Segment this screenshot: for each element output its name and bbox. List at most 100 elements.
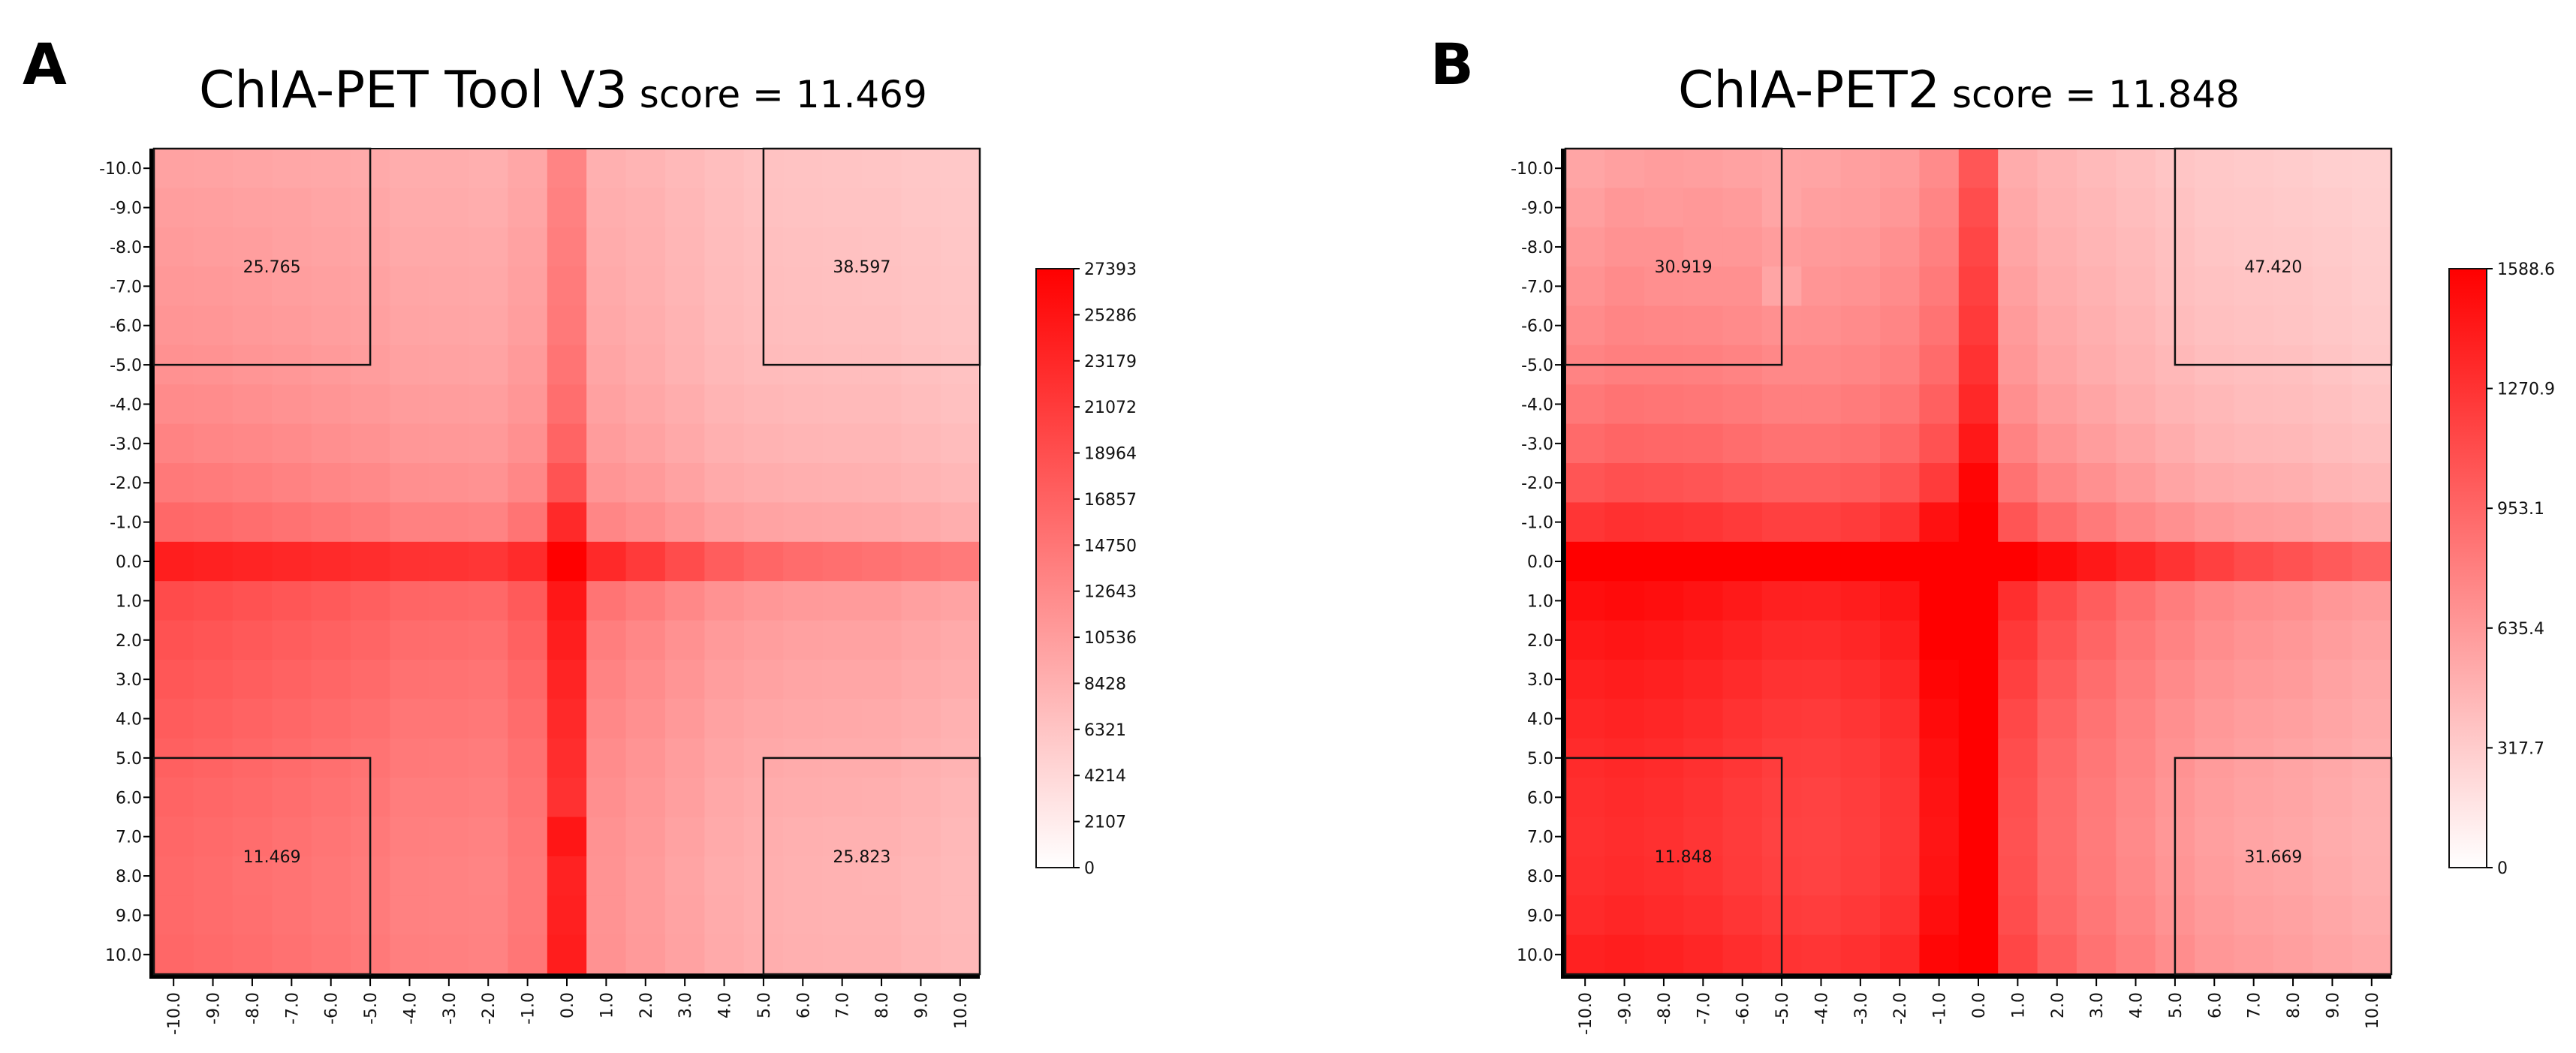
heatmap-cell <box>783 620 824 660</box>
heatmap-cell <box>2076 895 2117 936</box>
heatmap-cell <box>1840 502 1881 543</box>
heatmap-cell <box>547 817 587 857</box>
heatmap-cell <box>743 463 784 504</box>
x-tick-label: 1.0 <box>598 992 616 1018</box>
x-tick-label: 2.0 <box>2049 992 2068 1018</box>
colorbar-label: 0 <box>2497 859 2508 878</box>
heatmap-cell <box>586 344 627 385</box>
heatmap-cell <box>1998 778 2038 818</box>
colorbar-label: 14750 <box>1084 537 1137 555</box>
heatmap-cell <box>508 502 548 543</box>
heatmap-cell <box>1683 149 1724 188</box>
heatmap-cell <box>664 934 705 975</box>
y-tick-label: -10.0 <box>1511 160 1553 179</box>
heatmap-cell <box>2352 541 2392 582</box>
colorbar-label: 1270.9 <box>2497 381 2555 399</box>
heatmap-cell <box>390 581 430 621</box>
heatmap-cell <box>586 149 627 188</box>
heatmap-cell <box>2352 581 2392 621</box>
heatmap-cell <box>1644 934 1684 975</box>
x-tick-label: 7.0 <box>2246 992 2264 1018</box>
y-tick-label: 10.0 <box>1517 946 1553 965</box>
heatmap-cell <box>822 188 863 228</box>
heatmap-cell <box>2116 778 2156 818</box>
heatmap-cell <box>2116 423 2156 464</box>
x-tick-label: -2.0 <box>480 992 499 1024</box>
heatmap-cell <box>783 423 824 464</box>
heatmap-cell <box>2037 895 2077 936</box>
heatmap-cell <box>2234 266 2274 307</box>
heatmap-cell <box>625 266 666 307</box>
heatmap-cell <box>429 738 469 778</box>
colorbar-label: 18964 <box>1084 445 1137 464</box>
heatmap-cell <box>547 778 587 818</box>
heatmap-cell <box>2116 305 2156 346</box>
heatmap-cell <box>743 384 784 425</box>
heatmap-cell <box>783 384 824 425</box>
x-tick-label: 6.0 <box>2206 992 2225 1018</box>
heatmap-cell <box>940 778 981 818</box>
corner-value-bottom-left: 11.848 <box>1655 848 1713 867</box>
heatmap-cell <box>2076 227 2117 267</box>
heatmap-cell <box>390 266 430 307</box>
heatmap-cell <box>2155 581 2195 621</box>
heatmap-cell <box>154 817 194 857</box>
heatmap-cell <box>2352 266 2392 307</box>
heatmap-cell <box>311 620 351 660</box>
heatmap-cell <box>2234 620 2274 660</box>
heatmap-cell <box>2312 856 2353 896</box>
y-tick-label: 1.0 <box>116 592 142 611</box>
heatmap-cell <box>154 581 194 621</box>
y-tick-label: 2.0 <box>1527 632 1553 651</box>
heatmap-cell <box>232 266 273 307</box>
heatmap-cell <box>1565 266 1605 307</box>
heatmap-cell <box>2234 227 2274 267</box>
heatmap-cell <box>2312 659 2353 699</box>
heatmap-cell <box>469 699 509 739</box>
heatmap-cell <box>2155 659 2195 699</box>
heatmap-cell <box>625 934 666 975</box>
heatmap-cell <box>1919 149 1960 188</box>
heatmap-cell <box>350 699 390 739</box>
heatmap-cell <box>2352 423 2392 464</box>
heatmap-cell <box>1840 659 1881 699</box>
heatmap-cell <box>2312 227 2353 267</box>
heatmap-cell <box>272 817 312 857</box>
heatmap-cell <box>1880 856 1921 896</box>
heatmap-cell <box>1919 778 1960 818</box>
heatmap-cell <box>1840 699 1881 739</box>
heatmap-cell <box>1683 266 1724 307</box>
heatmap-cell <box>743 699 784 739</box>
x-tick-label: -4.0 <box>1812 992 1831 1024</box>
x-tick-label: 9.0 <box>912 992 931 1018</box>
heatmap-cell <box>822 817 863 857</box>
heatmap-cell <box>1919 227 1960 267</box>
heatmap-cell <box>311 463 351 504</box>
heatmap-cell <box>272 423 312 464</box>
heatmap-cell <box>1722 934 1763 975</box>
heatmap-cell <box>1565 541 1605 582</box>
heatmap-cell <box>1919 384 1960 425</box>
heatmap-cell <box>1958 502 1999 543</box>
heatmap-cell <box>2116 934 2156 975</box>
heatmap-cell <box>1958 895 1999 936</box>
colorbar-label: 8428 <box>1084 675 1126 693</box>
heatmap-cell <box>1604 423 1645 464</box>
y-tick-label: -1.0 <box>1521 514 1553 533</box>
x-tick-label: -8.0 <box>1656 992 1674 1024</box>
heatmap-cell <box>2076 502 2117 543</box>
x-tick-label: 7.0 <box>834 992 853 1018</box>
heatmap-cell <box>2195 227 2235 267</box>
heatmap-cell <box>547 738 587 778</box>
heatmap-cell <box>547 620 587 660</box>
heatmap-cell <box>2116 817 2156 857</box>
heatmap-cell <box>390 384 430 425</box>
heatmap-cell <box>2155 384 2195 425</box>
heatmap-cell <box>1840 384 1881 425</box>
heatmap-cell <box>625 778 666 818</box>
heatmap-cell <box>1722 305 1763 346</box>
heatmap-cell <box>1840 895 1881 936</box>
heatmap-cell <box>2037 581 2077 621</box>
y-tick-label: 6.0 <box>1527 789 1553 808</box>
heatmap-cell <box>547 266 587 307</box>
